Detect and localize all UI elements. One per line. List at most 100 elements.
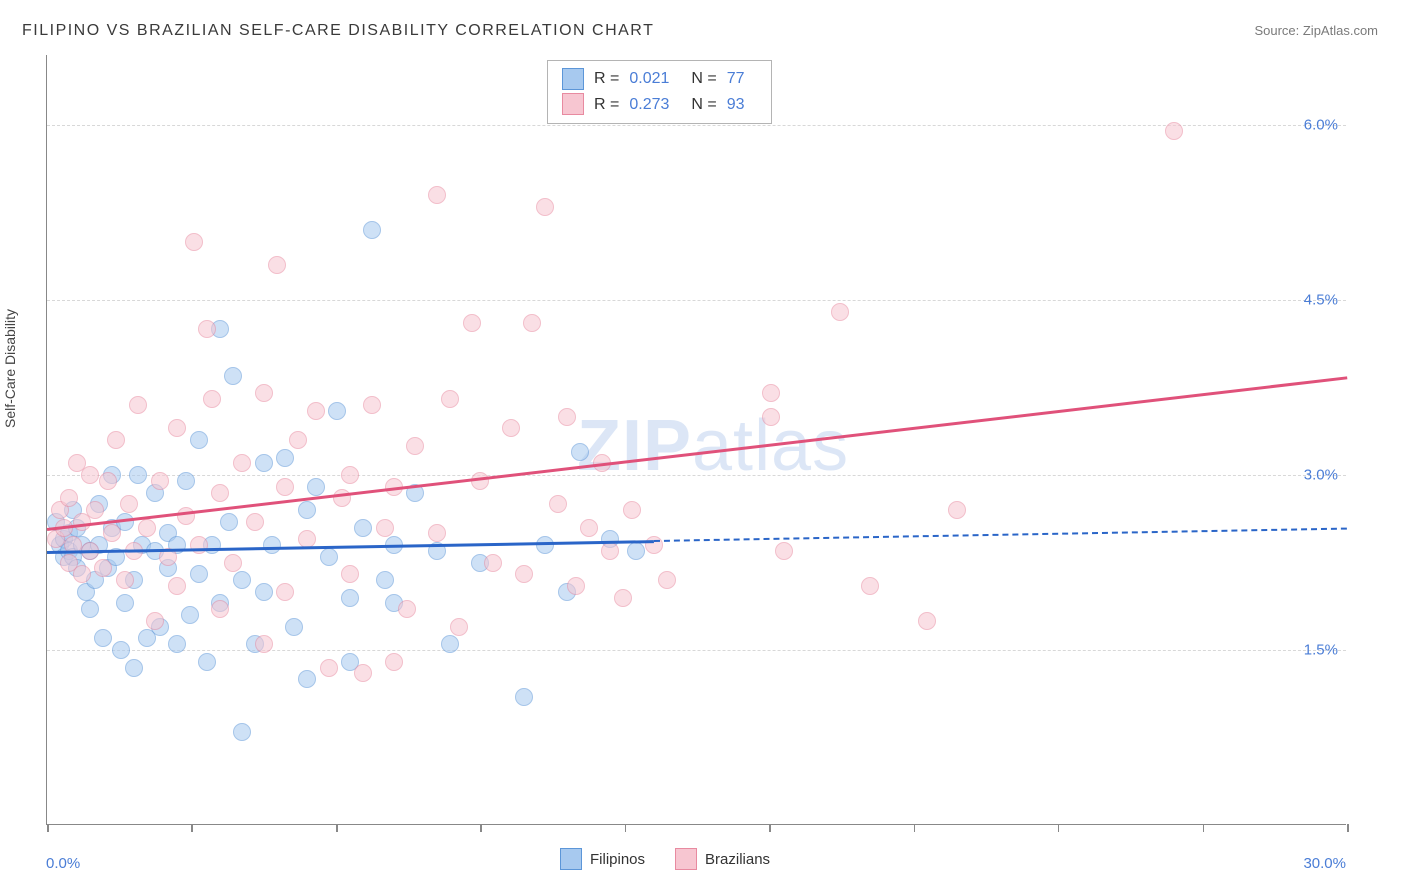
scatter-point bbox=[484, 554, 502, 572]
x-tick bbox=[1203, 824, 1205, 832]
scatter-point bbox=[515, 565, 533, 583]
scatter-point bbox=[268, 256, 286, 274]
scatter-point bbox=[1165, 122, 1183, 140]
legend-series-item: Brazilians bbox=[675, 848, 770, 870]
scatter-point bbox=[320, 659, 338, 677]
scatter-point bbox=[190, 431, 208, 449]
scatter-point bbox=[146, 612, 164, 630]
x-tick bbox=[1347, 824, 1349, 832]
scatter-point bbox=[441, 390, 459, 408]
legend-stats-box: R =0.021N =77R =0.273N =93 bbox=[547, 60, 772, 124]
x-tick bbox=[769, 824, 771, 832]
scatter-point bbox=[255, 454, 273, 472]
scatter-point bbox=[129, 396, 147, 414]
scatter-point bbox=[571, 443, 589, 461]
scatter-point bbox=[107, 431, 125, 449]
scatter-point bbox=[177, 472, 195, 490]
scatter-point bbox=[658, 571, 676, 589]
y-axis-title: Self-Care Disability bbox=[2, 309, 18, 428]
scatter-point bbox=[185, 233, 203, 251]
x-tick bbox=[914, 824, 916, 832]
scatter-point bbox=[567, 577, 585, 595]
scatter-point bbox=[73, 565, 91, 583]
legend-n-label: N = bbox=[691, 92, 716, 118]
scatter-point bbox=[168, 419, 186, 437]
scatter-point bbox=[341, 466, 359, 484]
scatter-point bbox=[406, 437, 424, 455]
gridline-h bbox=[47, 125, 1346, 126]
chart-source: Source: ZipAtlas.com bbox=[1254, 23, 1378, 38]
scatter-point bbox=[190, 565, 208, 583]
scatter-point bbox=[86, 501, 104, 519]
scatter-point bbox=[762, 408, 780, 426]
scatter-point bbox=[94, 629, 112, 647]
x-tick bbox=[625, 824, 627, 832]
scatter-point bbox=[614, 589, 632, 607]
scatter-point bbox=[255, 384, 273, 402]
scatter-point bbox=[116, 594, 134, 612]
x-axis-min-label: 0.0% bbox=[46, 855, 80, 872]
chart-header: FILIPINO VS BRAZILIAN SELF-CARE DISABILI… bbox=[22, 22, 1378, 40]
scatter-point bbox=[125, 659, 143, 677]
scatter-point bbox=[276, 583, 294, 601]
legend-swatch bbox=[560, 848, 582, 870]
gridline-h bbox=[47, 475, 1346, 476]
scatter-point bbox=[198, 653, 216, 671]
scatter-point bbox=[354, 519, 372, 537]
y-tick-label: 6.0% bbox=[1304, 117, 1338, 134]
scatter-point bbox=[289, 431, 307, 449]
scatter-point bbox=[233, 454, 251, 472]
scatter-point bbox=[428, 186, 446, 204]
scatter-point bbox=[129, 466, 147, 484]
trend-line bbox=[654, 527, 1347, 542]
scatter-point bbox=[523, 314, 541, 332]
y-tick-label: 4.5% bbox=[1304, 292, 1338, 309]
scatter-point bbox=[220, 513, 238, 531]
scatter-point bbox=[948, 501, 966, 519]
scatter-point bbox=[762, 384, 780, 402]
scatter-point bbox=[138, 519, 156, 537]
legend-stats-row: R =0.021N =77 bbox=[562, 66, 757, 92]
scatter-point bbox=[376, 571, 394, 589]
x-tick bbox=[480, 824, 482, 832]
scatter-point bbox=[298, 501, 316, 519]
x-tick bbox=[336, 824, 338, 832]
scatter-point bbox=[81, 600, 99, 618]
legend-n-value: 93 bbox=[727, 92, 745, 118]
scatter-point bbox=[376, 519, 394, 537]
scatter-point bbox=[246, 513, 264, 531]
scatter-point bbox=[549, 495, 567, 513]
scatter-point bbox=[918, 612, 936, 630]
scatter-point bbox=[623, 501, 641, 519]
scatter-point bbox=[198, 320, 216, 338]
scatter-point bbox=[320, 548, 338, 566]
scatter-point bbox=[233, 571, 251, 589]
scatter-point bbox=[168, 635, 186, 653]
y-tick-label: 3.0% bbox=[1304, 467, 1338, 484]
legend-r-value: 0.273 bbox=[629, 92, 669, 118]
legend-n-value: 77 bbox=[727, 66, 745, 92]
legend-series-item: Filipinos bbox=[560, 848, 645, 870]
scatter-point bbox=[116, 571, 134, 589]
scatter-point bbox=[60, 489, 78, 507]
scatter-point bbox=[363, 396, 381, 414]
scatter-point bbox=[99, 472, 117, 490]
scatter-point bbox=[307, 478, 325, 496]
scatter-point bbox=[211, 600, 229, 618]
scatter-point bbox=[224, 554, 242, 572]
scatter-point bbox=[831, 303, 849, 321]
legend-stats-row: R =0.273N =93 bbox=[562, 92, 757, 118]
legend-series: Filipinos Brazilians bbox=[560, 848, 770, 870]
scatter-point bbox=[81, 466, 99, 484]
scatter-point bbox=[515, 688, 533, 706]
scatter-point bbox=[580, 519, 598, 537]
scatter-point bbox=[645, 536, 663, 554]
gridline-h bbox=[47, 300, 1346, 301]
legend-swatch bbox=[675, 848, 697, 870]
x-tick bbox=[47, 824, 49, 832]
scatter-point bbox=[601, 542, 619, 560]
y-tick-label: 1.5% bbox=[1304, 642, 1338, 659]
scatter-point bbox=[463, 314, 481, 332]
scatter-point bbox=[168, 577, 186, 595]
scatter-plot-area: ZIPatlas R =0.021N =77R =0.273N =93 1.5%… bbox=[46, 55, 1346, 825]
